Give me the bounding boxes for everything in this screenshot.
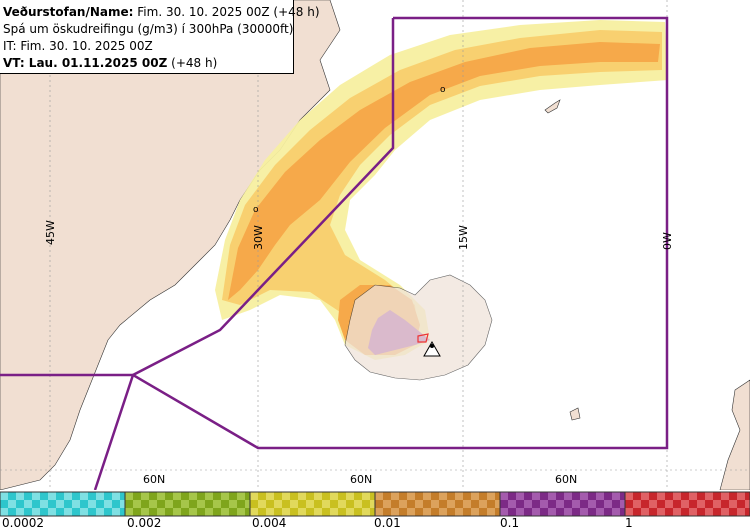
- legend-tick-1: 0.002: [127, 516, 162, 530]
- legend-tick-3: 0.01: [374, 516, 401, 530]
- lon-label-45w: 45W: [44, 220, 57, 245]
- ash-dispersion-map: 45W 30W 15W 0W 60N 60N 60N o o: [0, 0, 750, 490]
- legend-bin-orange-bin: [374, 491, 501, 517]
- point-label-2: o: [253, 205, 259, 215]
- legend-tick-4: 0.1: [500, 516, 520, 530]
- lat-label-60n-1: 60N: [143, 473, 165, 486]
- legend-tick-2: 0.004: [252, 516, 287, 530]
- legend-bin-red-bin: [624, 491, 750, 517]
- lat-label-60n-2: 60N: [350, 473, 372, 486]
- lon-label-15w: 15W: [457, 225, 470, 250]
- org-value: Fim. 30. 10. 2025 00Z (+48 h): [137, 5, 320, 19]
- legend-tick-5: 1: [625, 516, 633, 530]
- lon-label-0w: 0W: [661, 232, 674, 250]
- forecast-description: Spá um öskudreifingu (g/m3) í 300hPa (30…: [3, 22, 294, 36]
- forecast-info-box: Veðurstofan/Name: Fim. 30. 10. 2025 00Z …: [0, 0, 320, 74]
- lat-label-60n-3: 60N: [555, 473, 577, 486]
- legend-bin-purple-bin: [499, 491, 626, 517]
- volcano-marker-icon: [423, 340, 441, 357]
- ash-plume-mid: [222, 30, 662, 350]
- jan-mayen-island: [544, 99, 561, 114]
- fir-boundary: [0, 16, 669, 490]
- valid-time: VT: Lau. 01.11.2025 00Z: [3, 56, 168, 70]
- legend-bin-yellow-bin: [249, 491, 376, 517]
- concentration-legend: [0, 491, 750, 517]
- issue-time: IT: Fim. 30. 10. 2025 00Z: [3, 39, 153, 53]
- legend-tick-0: 0.0002: [2, 516, 44, 530]
- org-label: Veðurstofan/Name:: [3, 5, 134, 19]
- valid-time-offset: (+48 h): [171, 56, 218, 70]
- iceland-landmass: [344, 274, 493, 381]
- red-source-outline: [417, 333, 429, 343]
- faroe-islands: [569, 407, 581, 421]
- valid-time-line: VT: Lau. 01.11.2025 00Z (+48 h): [3, 55, 293, 72]
- legend-bin-cyan-bin: [0, 491, 126, 517]
- legend-bin-olive-bin: [124, 491, 251, 517]
- ash-plume-orange: [228, 42, 660, 300]
- header-org-line: Veðurstofan/Name: Fim. 30. 10. 2025 00Z …: [3, 4, 320, 21]
- scandinavia-landmass: [719, 379, 750, 490]
- greenland-landmass: [0, 0, 341, 490]
- lon-label-30w: 30W: [252, 225, 265, 250]
- point-label-1: o: [440, 85, 446, 95]
